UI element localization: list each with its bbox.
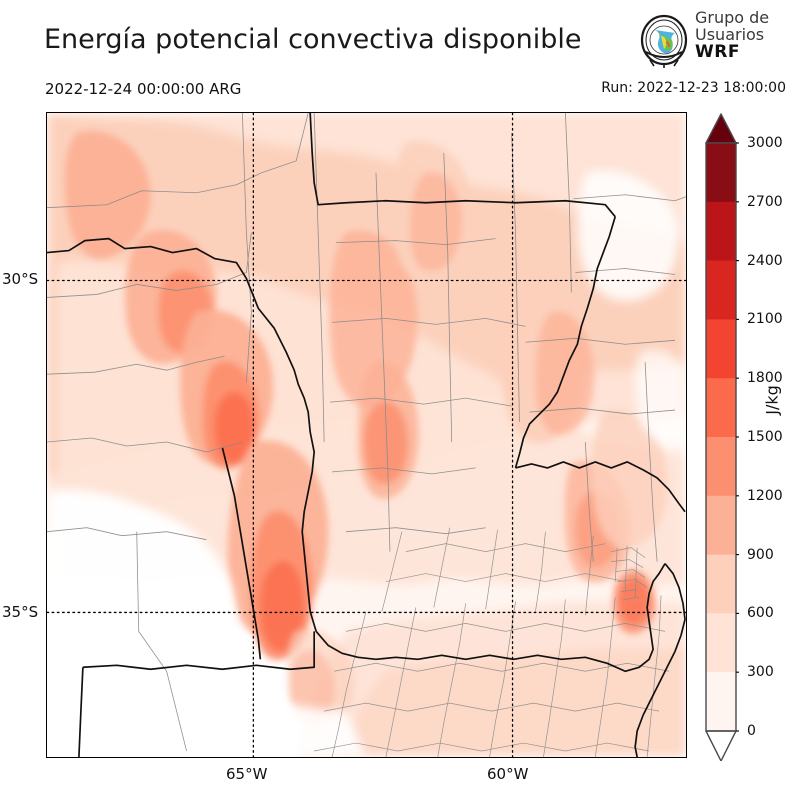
run-time-label: Run: 2022-12-23 18:00:00 <box>601 80 786 96</box>
colorbar-unit-label: J/kg <box>762 385 782 415</box>
logo-line-1: Grupo de <box>695 8 770 27</box>
colorbar-band <box>706 201 736 262</box>
colorbar-tick-label: 1200 <box>747 487 783 504</box>
colorbar-tick-label: 900 <box>747 546 774 563</box>
axis-label-lon-65w: 65°W <box>226 765 268 783</box>
colorbar[interactable]: 3000 2700 2400 2100 1800 1500 1200 900 600 300 0 <box>703 113 783 761</box>
colorbar-tick-label: 1500 <box>747 429 783 445</box>
colorbar-band <box>706 143 736 203</box>
logo-line-3: WRF <box>695 41 740 62</box>
colorbar-band <box>706 437 736 497</box>
page-title: Energía potencial convectiva disponible <box>44 24 582 55</box>
colorbar-band <box>706 495 736 556</box>
colorbar-tick-label: 600 <box>747 605 774 622</box>
colorbar-tick-label: 300 <box>747 664 774 681</box>
colorbar-band <box>706 613 736 673</box>
colorbar-tick-label: 0 <box>747 723 756 739</box>
axis-label-lon-60w: 60°W <box>487 765 529 783</box>
colorbar-tick-label: 2100 <box>747 311 783 328</box>
logo-text: Grupo de Usuarios WRF <box>695 8 770 62</box>
colorbar-tick-label: 2400 <box>747 252 783 269</box>
globe-emblem-icon <box>640 14 688 68</box>
axis-label-lat-30s: 30°S <box>2 270 39 288</box>
colorbar-gradient <box>705 113 739 761</box>
cape-field-map <box>47 113 686 757</box>
valid-time-label: 2022-12-24 00:00:00 ARG <box>45 80 242 98</box>
logo-line-2: Usuarios <box>695 24 765 44</box>
colorbar-tick-label: 2700 <box>747 193 783 210</box>
wrf-user-group-logo: Grupo de Usuarios WRF <box>637 8 797 70</box>
colorbar-tick-label: 3000 <box>747 135 783 151</box>
colorbar-band <box>706 319 736 379</box>
colorbar-band <box>706 554 736 614</box>
colorbar-tick-label: 1800 <box>747 370 783 387</box>
colorbar-band <box>706 672 736 732</box>
axis-label-lat-35s: 35°S <box>2 603 39 621</box>
map-panel[interactable] <box>46 112 687 758</box>
colorbar-band <box>706 260 736 320</box>
colorbar-band <box>706 378 736 438</box>
